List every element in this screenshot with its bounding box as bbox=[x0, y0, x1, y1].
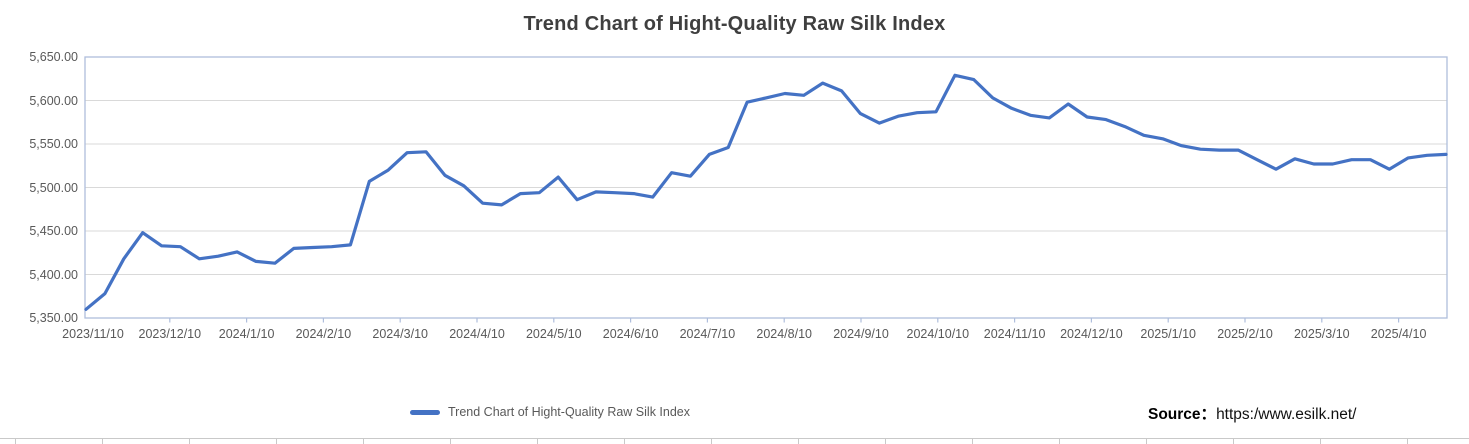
legend-line-marker-icon bbox=[410, 409, 440, 415]
x-tick-label: 2024/7/10 bbox=[679, 327, 736, 341]
y-tick-label: 5,350.00 bbox=[29, 311, 78, 325]
x-tick-label: 2024/3/10 bbox=[372, 327, 428, 341]
trend-line bbox=[84, 73, 1448, 311]
x-tick-label: 2024/2/10 bbox=[295, 327, 352, 341]
chart-title: Trend Chart of Hight-Quality Raw Silk In… bbox=[523, 13, 946, 35]
y-tick-label: 5,550.00 bbox=[29, 137, 78, 151]
x-tick-label: 2023/11/10 bbox=[62, 327, 124, 341]
source-note: Source：https:/www.esilk.net/ bbox=[1148, 402, 1356, 424]
x-tick-label: 2024/12/10 bbox=[1060, 327, 1123, 341]
x-tick-label: 2024/11/10 bbox=[983, 327, 1046, 341]
y-tick-label: 5,650.00 bbox=[29, 50, 78, 64]
plot-border bbox=[84, 56, 1448, 319]
x-tick-label: 2025/3/10 bbox=[1293, 327, 1350, 341]
legend: Trend Chart of Hight-Quality Raw Silk In… bbox=[0, 405, 1100, 419]
x-tick-label: 2024/9/10 bbox=[833, 327, 889, 341]
y-tick-label: 5,400.00 bbox=[29, 267, 78, 282]
x-tick-label: 2024/5/10 bbox=[525, 327, 582, 341]
x-tick-label: 2025/2/10 bbox=[1217, 327, 1273, 341]
y-tick-label: 5,600.00 bbox=[29, 93, 78, 108]
y-tick-label: 5,450.00 bbox=[29, 224, 78, 238]
x-tick-label: 2024/10/10 bbox=[906, 327, 970, 341]
x-tick-label: 2024/6/10 bbox=[602, 327, 659, 341]
x-tick-label: 2023/12/10 bbox=[138, 327, 202, 341]
source-prefix: Source： bbox=[1148, 406, 1217, 423]
x-tick-label: 2024/8/10 bbox=[756, 327, 812, 341]
x-tick-label: 2025/4/10 bbox=[1370, 327, 1427, 341]
legend-label: Trend Chart of Hight-Quality Raw Silk In… bbox=[448, 405, 690, 419]
y-tick-label: 5,500.00 bbox=[29, 180, 78, 195]
x-tick-label: 2025/1/10 bbox=[1140, 327, 1196, 341]
spreadsheet-row-border bbox=[0, 438, 1469, 444]
x-tick-label: 2024/1/10 bbox=[218, 327, 275, 341]
source-url: https:/www.esilk.net/ bbox=[1216, 406, 1357, 423]
x-tick-label: 2024/4/10 bbox=[449, 327, 505, 341]
